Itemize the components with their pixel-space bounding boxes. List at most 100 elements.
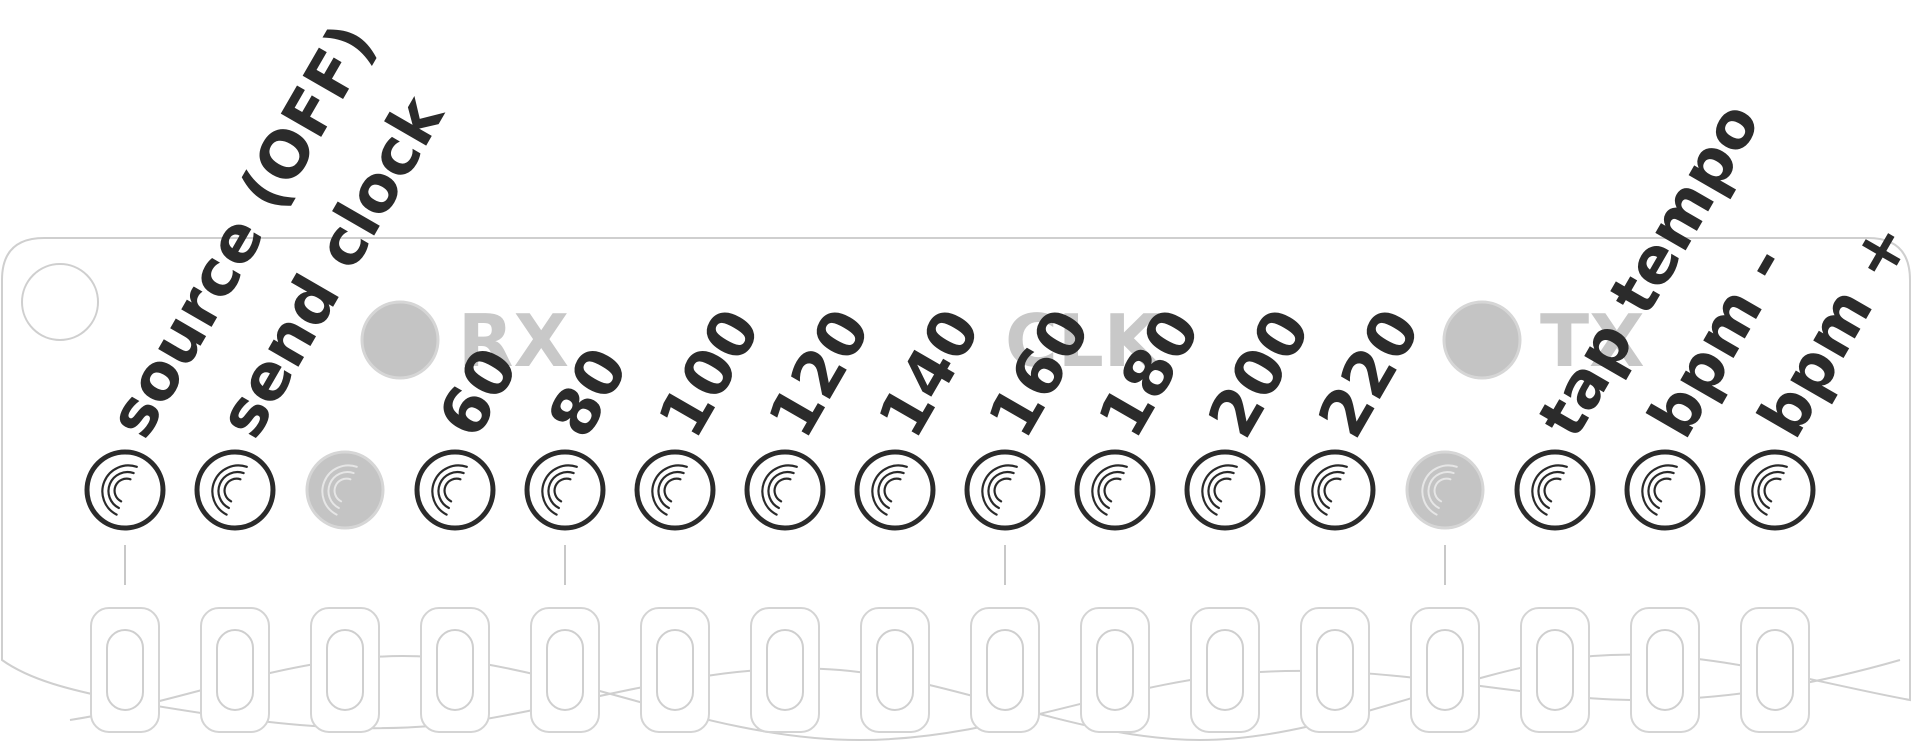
button-highlight-arc xyxy=(1531,464,1568,516)
button-highlight-arc xyxy=(1647,470,1675,510)
key-slot-inner xyxy=(1316,629,1354,711)
button-highlight-arc xyxy=(1207,470,1235,510)
button-140[interactable] xyxy=(854,449,936,531)
mounting-hole xyxy=(21,263,99,341)
key-slot-inner xyxy=(1646,629,1684,711)
button-highlight-arc xyxy=(553,477,572,503)
button-highlight-arc xyxy=(223,477,242,503)
button-body[interactable] xyxy=(964,449,1046,531)
button-body[interactable] xyxy=(634,449,716,531)
button-body[interactable] xyxy=(1734,449,1816,531)
button-highlight-arc xyxy=(1323,477,1342,503)
button-highlight-arc xyxy=(1433,477,1452,503)
button-highlight-arc xyxy=(1653,477,1672,503)
button-body[interactable] xyxy=(1074,449,1156,531)
button-body[interactable] xyxy=(1514,449,1596,531)
button-body[interactable] xyxy=(84,449,166,531)
button-body[interactable] xyxy=(1184,449,1266,531)
key-slot-inner xyxy=(106,629,144,711)
key-slot-inner xyxy=(656,629,694,711)
key-slot-inner xyxy=(1756,629,1794,711)
button-180[interactable] xyxy=(1074,449,1156,531)
button-highlight-arc xyxy=(1751,464,1788,516)
button-highlight-arc xyxy=(1427,471,1455,509)
button-body[interactable] xyxy=(194,449,276,531)
button-highlight-arc xyxy=(211,464,248,516)
button-60[interactable] xyxy=(414,449,496,531)
button-source-off[interactable] xyxy=(84,449,166,531)
button-body[interactable] xyxy=(1294,449,1376,531)
status-led xyxy=(1405,450,1485,530)
button-body[interactable] xyxy=(1624,449,1706,531)
led-body xyxy=(305,450,385,530)
button-highlight-arc xyxy=(1763,477,1782,503)
key-slot-inner xyxy=(1096,629,1134,711)
button-tap-tempo[interactable] xyxy=(1514,449,1596,531)
button-bpm[interactable] xyxy=(1624,449,1706,531)
button-body[interactable] xyxy=(744,449,826,531)
button-highlight-arc xyxy=(217,470,245,510)
key-slot-inner xyxy=(876,629,914,711)
status-led xyxy=(305,450,385,530)
button-highlight-arc xyxy=(1537,470,1565,510)
key-slot-inner xyxy=(1426,629,1464,711)
button-highlight-arc xyxy=(1543,477,1562,503)
clk-marking: CLK xyxy=(1005,299,1162,383)
key-slot-inner xyxy=(986,629,1024,711)
button-220[interactable] xyxy=(1294,449,1376,531)
button-body[interactable] xyxy=(524,449,606,531)
key-slot-inner xyxy=(546,629,584,711)
button-highlight-arc xyxy=(1201,464,1238,516)
button-send-clock[interactable] xyxy=(194,449,276,531)
button-highlight-arc xyxy=(547,470,575,510)
button-highlight-arc xyxy=(107,470,135,510)
button-highlight-arc xyxy=(1421,464,1458,516)
button-200[interactable] xyxy=(1184,449,1266,531)
button-highlight-arc xyxy=(101,464,138,516)
button-highlight-arc xyxy=(321,464,358,516)
button-highlight-arc xyxy=(443,477,462,503)
button-highlight-arc xyxy=(767,470,795,510)
button-highlight-arc xyxy=(993,477,1012,503)
led-body xyxy=(1405,450,1485,530)
button-label: 220 xyxy=(1305,297,1436,450)
button-highlight-arc xyxy=(1103,477,1122,503)
key-slot-inner xyxy=(216,629,254,711)
key-slot-inner xyxy=(326,629,364,711)
key-slot-inner xyxy=(1206,629,1244,711)
button-120[interactable] xyxy=(744,449,826,531)
button-highlight-arc xyxy=(773,477,792,503)
button-body[interactable] xyxy=(854,449,936,531)
button-label: 140 xyxy=(865,297,996,450)
button-body[interactable] xyxy=(414,449,496,531)
tx-led-top xyxy=(1442,300,1522,380)
button-label: 200 xyxy=(1195,297,1326,450)
button-highlight-arc xyxy=(437,470,465,510)
button-highlight-arc xyxy=(761,464,798,516)
button-highlight-arc xyxy=(871,464,908,516)
button-highlight-arc xyxy=(1091,464,1128,516)
button-160[interactable] xyxy=(964,449,1046,531)
button-highlight-arc xyxy=(541,464,578,516)
button-80[interactable] xyxy=(524,449,606,531)
button-highlight-arc xyxy=(1213,477,1232,503)
button-highlight-arc xyxy=(663,477,682,503)
button-highlight-arc xyxy=(1757,470,1785,510)
button-highlight-arc xyxy=(657,470,685,510)
button-highlight-arc xyxy=(327,471,355,509)
button-label: bpm + xyxy=(1745,210,1912,450)
button-highlight-arc xyxy=(987,470,1015,510)
button-highlight-arc xyxy=(1641,464,1678,516)
button-bpm[interactable] xyxy=(1734,449,1816,531)
button-label: 100 xyxy=(645,297,776,450)
button-100[interactable] xyxy=(634,449,716,531)
button-highlight-arc xyxy=(113,477,132,503)
button-highlight-arc xyxy=(877,470,905,510)
button-highlight-arc xyxy=(1311,464,1348,516)
rx-marking: RX xyxy=(458,299,569,383)
button-highlight-arc xyxy=(981,464,1018,516)
key-slot-inner xyxy=(436,629,474,711)
button-highlight-arc xyxy=(1097,470,1125,510)
button-highlight-arc xyxy=(431,464,468,516)
